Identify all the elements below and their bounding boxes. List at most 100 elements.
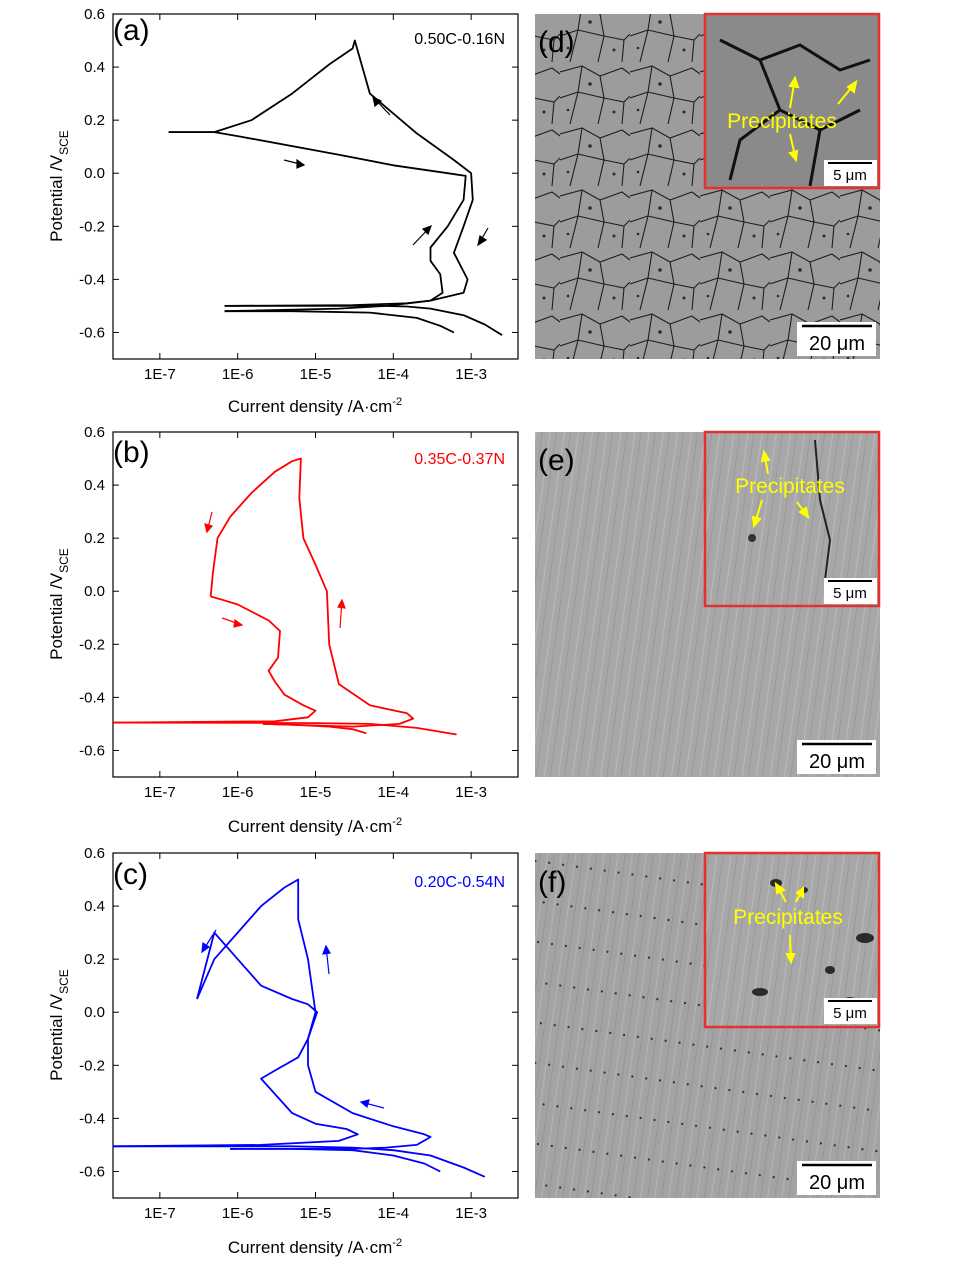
y-axis-c: -0.6 -0.4 -0.2 0.0 0.2 0.4 0.6: [79, 845, 518, 1180]
inset-scale-box-d: [824, 160, 877, 186]
x-tick-label: 1E-5: [300, 366, 332, 383]
sweep-arrows-b: [204, 511, 346, 629]
curve-group-c: [112, 878, 486, 1178]
inset-frame-e: [703, 430, 881, 608]
polarization-curve-c-1: [113, 1145, 486, 1178]
inset-d: Precipitates 5 μm: [703, 12, 881, 190]
inset-f: Precipitates 5 μm: [703, 851, 881, 1029]
x-tick-label: 1E-5: [300, 784, 332, 801]
polarization-curve-a-4: [224, 310, 455, 334]
panel-letter-c: (c): [113, 858, 148, 891]
x-tick-label: 1E-6: [222, 366, 254, 383]
polarization-curve-c-3: [196, 878, 432, 1150]
sample-label-a: 0.50C-0.16N: [414, 31, 505, 48]
y-tick-label: 0.2: [84, 530, 105, 547]
curve-group-b: [112, 457, 457, 736]
y-tick-label: -0.2: [79, 218, 105, 235]
sample-label-c: 0.20C-0.54N: [414, 874, 505, 891]
polarization-curve-b-1: [112, 721, 457, 736]
x-tick-label: 1E-3: [455, 784, 487, 801]
x-tick-label: 1E-6: [222, 1205, 254, 1222]
x-axis-title-a: Current density /A·cm-2: [228, 396, 402, 416]
scale-text-e: 20 μm: [809, 751, 865, 773]
precipitates-arrows-f: [774, 881, 804, 965]
polarization-chart-c: -0.6-0.4-0.20.00.20.40.6 1E-7 1E-6 1E-5 1E-…: [47, 845, 519, 1257]
x-axis-b: 1E-7 1E-6 1E-5 1E-4 1E-3: [144, 432, 487, 801]
plot-frame-a: [112, 13, 519, 360]
y-tick-label: -0.6: [79, 324, 105, 341]
y-tick-label: 0.4: [84, 898, 105, 915]
y-tick-label: 0.4: [84, 59, 105, 76]
x-tick-label: 1E-4: [377, 366, 409, 383]
polarization-curve-a-2: [168, 131, 467, 307]
scale-text-f: 20 μm: [809, 1172, 865, 1194]
y-tick-label: 0.4: [84, 477, 105, 494]
x-axis-c: 1E-7 1E-6 1E-5 1E-4 1E-3: [144, 853, 487, 1222]
precipitates-label-e: Precipitates: [735, 475, 845, 498]
sweep-arrows-a: [283, 95, 489, 247]
curve-group-a: [168, 39, 503, 336]
precipitates-label-d: Precipitates: [727, 110, 837, 133]
polarization-curve-b-4: [262, 723, 367, 735]
y-axis-title-b: Potential /VSCE: [47, 548, 71, 660]
y-axis-title-a: Potential /VSCE: [47, 130, 71, 242]
y-tick-label: 0.0: [84, 1004, 105, 1021]
y-tick-label: 0.2: [84, 951, 105, 968]
inset-scale-text-e: 5 μm: [833, 585, 867, 602]
x-tick-label: 1E-3: [455, 1205, 487, 1222]
inset-grain-boundaries-d: [719, 38, 871, 187]
y-tick-label: 0.6: [84, 845, 105, 862]
inset-precipitate-e: [748, 534, 756, 542]
polarization-curve-a-1: [224, 305, 503, 336]
precipitates-arrows-e: [751, 449, 810, 529]
precipitates-label-f: Precipitates: [733, 906, 843, 929]
x-axis-title-b: Current density /A·cm-2: [228, 816, 402, 836]
x-tick-label: 1E-7: [144, 784, 176, 801]
x-tick-label: 1E-4: [377, 1205, 409, 1222]
scale-box-f: [797, 1161, 876, 1195]
scale-box-d: [797, 322, 876, 356]
micrograph-f: (f) Precipitates 5 μm 20 μm: [535, 851, 881, 1198]
micrograph-d: (d) Precipitates 5 μm 20 μm: [535, 12, 881, 359]
y-axis-a: -0.6 -0.4 -0.2 0.0 0.2 0.4 0.6: [79, 6, 518, 341]
panel-letter-b: (b): [113, 436, 150, 469]
polarization-chart-b: -0.6-0.4-0.20.00.20.40.6 1E-7 1E-6 1E-5 1E-…: [47, 424, 519, 836]
sample-label-b: 0.35C-0.37N: [414, 451, 505, 468]
inset-crack-e: [814, 439, 832, 581]
inset-scale-box-f: [824, 998, 877, 1024]
polarization-curve-a-3: [168, 39, 474, 313]
x-tick-label: 1E-4: [377, 784, 409, 801]
polarization-curve-c-4: [230, 1148, 441, 1173]
inset-e: Precipitates 5 μm: [703, 430, 881, 608]
x-tick-label: 1E-7: [144, 366, 176, 383]
scale-box-e: [797, 740, 876, 774]
y-tick-label: 0.6: [84, 424, 105, 441]
inset-scale-text-d: 5 μm: [833, 167, 867, 184]
x-tick-label: 1E-5: [300, 1205, 332, 1222]
polarization-chart-a: -0.6-0.4-0.20.00.20.40.6 1E-7 1E-6 1E-5 1E-…: [47, 6, 519, 416]
panel-letter-e: (e): [538, 444, 575, 477]
y-tick-label: -0.4: [79, 1110, 105, 1127]
y-axis-title-c: Potential /VSCE: [47, 969, 71, 1081]
scale-text-d: 20 μm: [809, 333, 865, 355]
precipitates-arrows-d: [788, 75, 858, 163]
x-axis-title-c: Current density /A·cm-2: [228, 1237, 402, 1257]
micrograph-e: (e) Precipitates 5 μm 20 μm: [535, 430, 881, 777]
sweep-arrows-c: [201, 929, 385, 1109]
y-tick-label: -0.2: [79, 1057, 105, 1074]
inset-scale-text-f: 5 μm: [833, 1005, 867, 1022]
y-tick-label: -0.6: [79, 742, 105, 759]
x-tick-label: 1E-7: [144, 1205, 176, 1222]
panel-letter-f: (f): [538, 866, 566, 899]
y-tick-label: -0.4: [79, 271, 105, 288]
panel-letter-d: (d): [538, 26, 575, 59]
y-axis-b: -0.6 -0.4 -0.2 0.0 0.2 0.4 0.6: [79, 424, 518, 759]
x-tick-label: 1E-6: [222, 784, 254, 801]
inset-scale-box-e: [824, 578, 877, 604]
polarization-curve-b-2: [112, 595, 317, 724]
y-tick-label: -0.4: [79, 689, 105, 706]
polarization-curve-b-3: [209, 457, 415, 728]
y-tick-label: -0.6: [79, 1163, 105, 1180]
x-axis-a: 1E-7 1E-6 1E-5 1E-4 1E-3: [144, 14, 487, 383]
